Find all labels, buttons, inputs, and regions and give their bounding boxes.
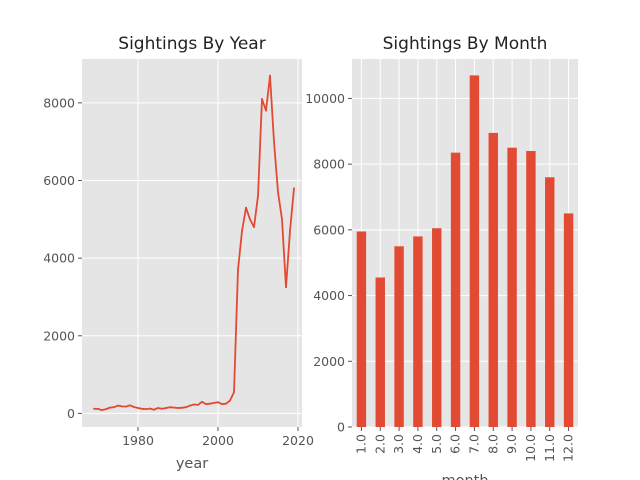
bar-month-9.0 — [507, 147, 517, 427]
data-point — [193, 403, 195, 406]
data-point — [137, 407, 139, 409]
x-tick-label: 9.0 — [504, 434, 519, 454]
x-axis-label: month — [441, 473, 488, 480]
x-tick-label: 7.0 — [466, 434, 481, 454]
x-tick-label: 2.0 — [372, 434, 387, 454]
x-tick-label: 3.0 — [391, 434, 406, 454]
data-point — [285, 286, 287, 289]
bar-month-10.0 — [526, 151, 536, 427]
data-point — [209, 402, 211, 405]
x-tick-label: 8.0 — [485, 434, 500, 454]
data-point — [165, 407, 167, 409]
sightings-by-month-chart: 0 2000 4000 6000 8000 10000 1.0 2.0 3.0 4.0 5.0 6.0… — [305, 34, 578, 480]
y-tick-label: 2000 — [313, 354, 345, 369]
data-point — [129, 404, 131, 407]
x-tick-label: 2020 — [282, 433, 314, 448]
bar-month-2.0 — [375, 277, 385, 427]
data-point — [249, 218, 251, 221]
plot-area-month — [352, 59, 578, 427]
data-point — [241, 230, 243, 232]
y-tick-label: 4000 — [313, 288, 345, 303]
y-tick-label: 4000 — [43, 251, 75, 266]
y-tick-label: 8000 — [43, 95, 75, 110]
chart-title: Sightings By Month — [383, 34, 548, 54]
data-point — [185, 406, 187, 409]
data-point — [145, 408, 147, 411]
data-point — [245, 206, 247, 209]
data-point — [121, 405, 123, 408]
x-tick-label: 1980 — [122, 433, 154, 448]
data-point — [269, 74, 271, 77]
bar-month-8.0 — [488, 132, 498, 427]
data-point — [169, 406, 171, 409]
data-point — [265, 109, 267, 112]
data-point — [157, 407, 159, 409]
x-tick-label: 4.0 — [410, 434, 425, 454]
x-tick-label: 12.0 — [561, 434, 576, 462]
data-point — [177, 407, 179, 409]
data-point — [253, 226, 255, 228]
y-tick-label: 10000 — [305, 91, 345, 106]
data-point — [133, 406, 135, 408]
x-tick-label: 6.0 — [448, 434, 463, 454]
data-point — [117, 404, 119, 407]
bar-month-12.0 — [563, 213, 574, 427]
x-axis-label: year — [176, 456, 208, 472]
data-point — [257, 195, 259, 197]
data-point — [289, 230, 291, 232]
y-tick-label: 0 — [337, 420, 345, 435]
data-point — [221, 403, 223, 405]
y-tick-label: 6000 — [43, 173, 75, 188]
data-point — [201, 400, 203, 403]
data-point — [261, 98, 263, 100]
data-point — [213, 402, 215, 404]
data-point — [149, 407, 151, 410]
y-tick-label: 8000 — [313, 157, 345, 172]
data-point — [205, 403, 207, 405]
data-point — [197, 403, 199, 406]
data-point — [93, 407, 95, 410]
x-tick-label: 11.0 — [542, 434, 557, 462]
data-point — [229, 399, 231, 402]
x-tick-label: 10.0 — [523, 434, 538, 462]
bar-month-5.0 — [432, 228, 442, 427]
y-tick-label: 0 — [67, 406, 75, 421]
data-point — [141, 407, 143, 410]
data-point — [217, 401, 219, 404]
data-point — [161, 407, 163, 410]
bar-month-3.0 — [394, 246, 404, 427]
data-point — [233, 391, 235, 393]
data-point — [109, 406, 111, 409]
bar-month-1.0 — [356, 231, 367, 427]
data-point — [97, 408, 99, 410]
x-tick-label: 2000 — [202, 433, 234, 448]
sightings-by-year-chart: 1980 2000 2020 0 2000 4000 6000 8000 Sightings B… — [43, 34, 314, 472]
plot-area-year — [82, 59, 302, 427]
data-point — [105, 408, 107, 411]
bar-month-11.0 — [545, 177, 555, 427]
bar-month-6.0 — [450, 152, 461, 427]
data-point — [293, 187, 295, 190]
chart-title: Sightings By Year — [118, 34, 265, 54]
data-point — [101, 409, 103, 412]
x-tick-label: 5.0 — [429, 434, 444, 454]
bar-month-4.0 — [413, 236, 423, 427]
x-tick-label: 1.0 — [353, 434, 368, 454]
data-point — [281, 218, 283, 221]
y-tick-label: 2000 — [43, 328, 75, 343]
data-point — [113, 406, 115, 409]
data-point — [173, 406, 175, 409]
data-point — [225, 402, 227, 405]
data-point — [125, 405, 127, 408]
data-point — [277, 191, 279, 194]
data-point — [273, 140, 275, 143]
bar-month-7.0 — [469, 75, 480, 427]
y-tick-label: 6000 — [313, 222, 345, 237]
data-point — [181, 406, 183, 409]
data-point — [237, 268, 239, 271]
data-point — [189, 404, 191, 407]
data-point — [153, 408, 155, 411]
